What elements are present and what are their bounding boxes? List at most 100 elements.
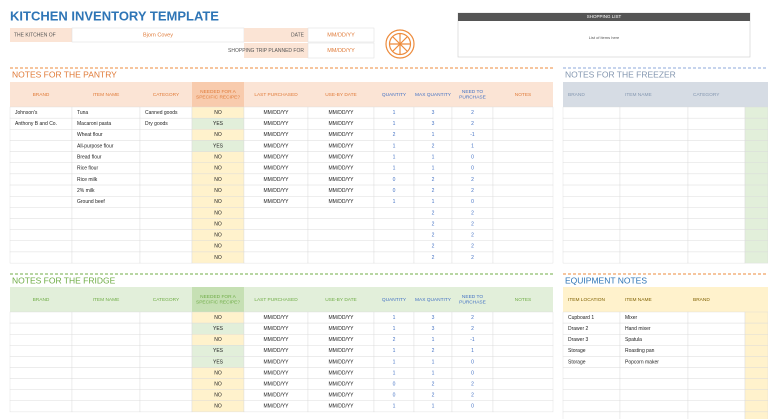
cell [9,129,73,141]
cell-text: -1 [470,132,475,138]
cell-text: MM/DD/YY [329,337,355,343]
cell [687,322,746,335]
cell [139,389,193,402]
cell-text: 3 [432,110,435,116]
cell-text: 1 [393,143,396,149]
column-header: ITEM NAME [93,297,120,303]
cell-text: MM/DD/YY [264,315,290,321]
cell [139,378,193,390]
cell-text: Rice milk [77,177,98,183]
cell [744,151,768,163]
cell-text: MM/DD/YY [329,359,355,365]
cell-text: NO [214,244,222,250]
cell [492,240,554,253]
cell-text: 0 [471,370,474,376]
cell [687,389,746,402]
cell [562,400,621,413]
cell [9,162,73,175]
cell [243,207,309,219]
cell-text: 1 [432,337,435,343]
cell [373,240,415,253]
cell [139,184,193,197]
cell-text: 3 [432,315,435,321]
cell-text: MM/DD/YY [264,143,290,149]
shopping-list-placeholder: List of items here [589,35,620,40]
cell [687,311,746,324]
cell-text: 1 [471,143,474,149]
cell [139,334,193,346]
cell-text: 2 [471,326,474,332]
cell [687,184,746,197]
cell-text: 1 [393,315,396,321]
cell [492,367,554,379]
cell [139,400,193,413]
cell [492,195,554,208]
trip-label: SHOPPING TRIP PLANNED FOR [228,48,304,54]
cell-text: YES [213,348,224,354]
cell [619,240,689,253]
cell [562,389,621,402]
cell-text: MM/DD/YY [264,166,290,172]
cell [71,389,141,402]
cell-text: 1 [393,155,396,161]
cell [687,400,746,413]
cell [562,117,621,130]
cell-text: 1 [432,359,435,365]
cell [619,129,689,141]
cell [139,173,193,186]
cell [687,173,746,186]
cell [744,184,768,197]
cell-text: 3 [432,121,435,127]
cell-text: MM/DD/YY [264,188,290,194]
column-header: LAST PURCHASED [254,297,298,303]
cell [9,322,73,335]
cell-text: 2 [471,188,474,194]
cell-text: MM/DD/YY [329,188,355,194]
cell-text: Popcorn maker [625,359,659,365]
cell [71,345,141,357]
cell [562,162,621,175]
cell [562,218,621,230]
cell [139,229,193,241]
date-label: DATE [291,32,305,38]
section-title: NOTES FOR THE FREEZER [565,69,676,79]
cell-text: 0 [393,381,396,387]
cell-text: 0 [471,404,474,410]
cell [492,322,554,335]
cell-text: 0 [471,199,474,205]
cell [71,207,141,219]
cell [619,117,689,130]
section-title: EQUIPMENT NOTES [565,275,647,285]
cell-text: NO [214,255,222,261]
cell [687,195,746,208]
cell [562,411,621,419]
cell [307,251,375,264]
cell [71,356,141,368]
cell [139,207,193,219]
cell [139,356,193,368]
cell [744,106,768,119]
cell [307,218,375,230]
header-row [10,287,553,312]
cell [619,106,689,119]
cell [687,151,746,163]
cell-text: NO [214,381,222,387]
cell-text: MM/DD/YY [329,132,355,138]
cell [9,345,73,357]
cell-text: MM/DD/YY [264,177,290,183]
cell [687,345,746,357]
cell [9,400,73,413]
cell-text: 1 [393,121,396,127]
cell [562,207,621,219]
cell [139,151,193,163]
column-header: QUANTITY [382,297,407,303]
cell [744,240,768,253]
cell-text: Cupboard 1 [568,315,594,321]
cell-text: 0 [393,188,396,194]
cell [562,151,621,163]
cell-text: 0 [471,166,474,172]
cell [9,378,73,390]
cell [139,367,193,379]
cell [744,345,768,357]
